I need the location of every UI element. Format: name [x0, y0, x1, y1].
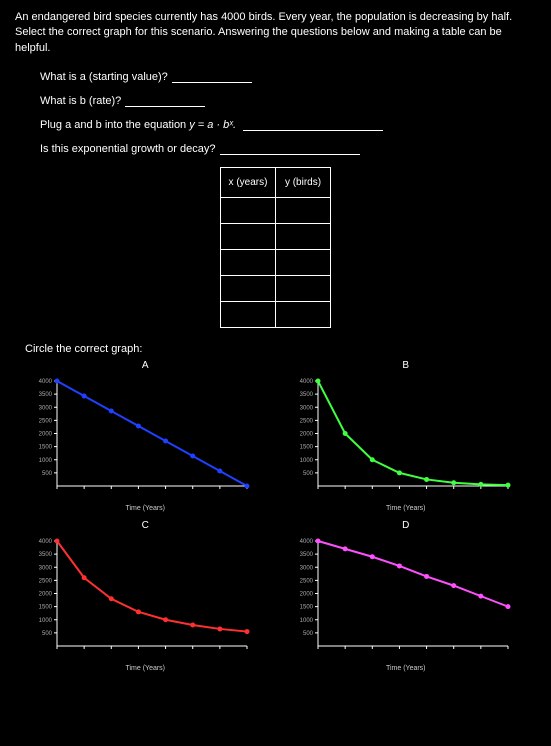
svg-text:1000: 1000 [299, 618, 313, 624]
x-axis-label: Time (Years) [25, 505, 266, 512]
chart-label: C [25, 520, 266, 531]
chart-d[interactable]: D 4000 3500 3000 2500 2000 1500 1000 500 Time (Ye… [286, 520, 527, 672]
svg-text:500: 500 [42, 631, 53, 637]
chart-label: A [25, 360, 266, 371]
svg-text:2500: 2500 [39, 579, 53, 585]
table-row [221, 224, 331, 250]
table-cell-y[interactable] [276, 224, 331, 250]
svg-text:4000: 4000 [39, 539, 53, 545]
svg-text:500: 500 [302, 631, 313, 637]
svg-text:3000: 3000 [39, 405, 53, 411]
svg-text:2500: 2500 [299, 419, 313, 425]
table-cell-x[interactable] [221, 302, 276, 328]
table-row [221, 250, 331, 276]
svg-text:3500: 3500 [299, 552, 313, 558]
table-cell-x[interactable] [221, 276, 276, 302]
x-axis-label: Time (Years) [286, 505, 527, 512]
svg-text:2000: 2000 [39, 592, 53, 598]
svg-text:1000: 1000 [299, 458, 313, 464]
question-growth-decay: Is this exponential growth or decay? [40, 143, 536, 155]
question-b: What is b (rate)? [40, 95, 536, 107]
table-cell-x[interactable] [221, 224, 276, 250]
x-axis-label: Time (Years) [25, 665, 266, 672]
table-row [221, 198, 331, 224]
svg-text:4000: 4000 [39, 379, 53, 385]
blank-equation[interactable] [243, 119, 383, 131]
problem-statement: An endangered bird species currently has… [15, 10, 536, 56]
svg-text:1500: 1500 [299, 605, 313, 611]
blank-growth-decay[interactable] [220, 143, 360, 155]
svg-text:4000: 4000 [299, 539, 313, 545]
svg-text:4000: 4000 [299, 379, 313, 385]
table-cell-x[interactable] [221, 250, 276, 276]
chart-c[interactable]: C 4000 3500 3000 2500 2000 1500 1000 500 Time (Ye… [25, 520, 266, 672]
table-cell-y[interactable] [276, 276, 331, 302]
table-cell-y[interactable] [276, 250, 331, 276]
svg-text:2000: 2000 [39, 432, 53, 438]
table-header-y: y (birds) [276, 168, 331, 198]
table-cell-y[interactable] [276, 198, 331, 224]
chart-label: D [286, 520, 527, 531]
svg-text:500: 500 [42, 471, 53, 477]
question-equation: Plug a and b into the equation y = a · b… [40, 119, 536, 131]
blank-b[interactable] [125, 95, 205, 107]
chart-b[interactable]: B 4000 3500 3000 2500 2000 1500 1000 500 Time (Ye… [286, 360, 527, 512]
svg-text:1500: 1500 [299, 445, 313, 451]
circle-graph-title: Circle the correct graph: [25, 343, 536, 355]
chart-a[interactable]: A 4000 3500 3000 2500 2000 1500 1000 500 Time (Ye… [25, 360, 266, 512]
svg-text:1000: 1000 [39, 458, 53, 464]
svg-text:2500: 2500 [39, 419, 53, 425]
svg-text:3000: 3000 [39, 565, 53, 571]
svg-text:3000: 3000 [299, 565, 313, 571]
svg-text:2000: 2000 [299, 592, 313, 598]
xy-table: x (years) y (birds) [220, 167, 331, 328]
chart-label: B [286, 360, 527, 371]
x-axis-label: Time (Years) [286, 665, 527, 672]
blank-a[interactable] [172, 71, 252, 83]
question-a: What is a (starting value)? [40, 71, 536, 83]
svg-text:3500: 3500 [39, 552, 53, 558]
svg-text:500: 500 [302, 471, 313, 477]
svg-text:2500: 2500 [299, 579, 313, 585]
table-header-x: x (years) [221, 168, 276, 198]
table-cell-x[interactable] [221, 198, 276, 224]
svg-text:3000: 3000 [299, 405, 313, 411]
table-cell-y[interactable] [276, 302, 331, 328]
table-row [221, 276, 331, 302]
svg-text:3500: 3500 [39, 392, 53, 398]
svg-text:2000: 2000 [299, 432, 313, 438]
svg-text:1500: 1500 [39, 445, 53, 451]
svg-text:1000: 1000 [39, 618, 53, 624]
svg-text:1500: 1500 [39, 605, 53, 611]
table-row [221, 302, 331, 328]
svg-text:3500: 3500 [299, 392, 313, 398]
